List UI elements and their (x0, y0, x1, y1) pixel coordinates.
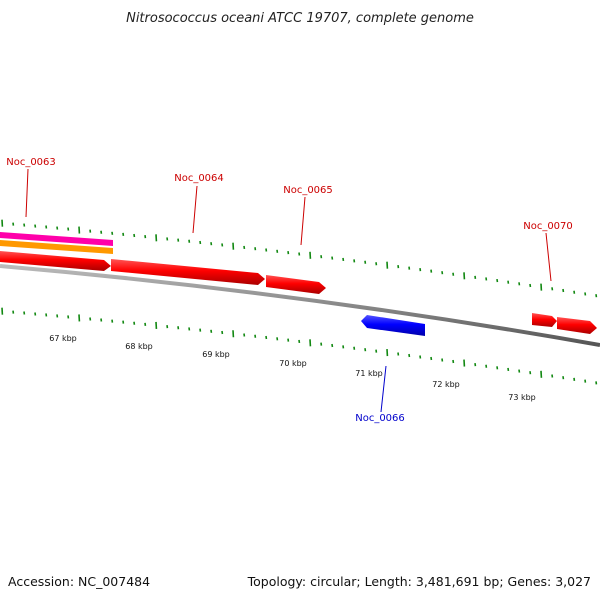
leader-Noc_0066 (380, 365, 387, 413)
gene-arrow-Noc_0065[interactable] (266, 275, 326, 294)
ruler-label: 69 kbp (202, 350, 230, 359)
gene-arrow-Noc_0070-a[interactable] (532, 313, 557, 327)
inner-tick-row (1, 307, 598, 385)
track-magenta (0, 232, 113, 246)
gene-labels: Noc_0063 Noc_0064 Noc_0065 Noc_0066 Noc_… (6, 157, 573, 424)
leader-Noc_0064 (192, 185, 198, 234)
gene-label-Noc_0065[interactable]: Noc_0065 (283, 185, 333, 196)
map-title: Nitrosococcus oceani ATCC 19707, complet… (126, 11, 474, 26)
ruler-labels: 67 kbp 68 kbp 69 kbp 70 kbp 71 kbp 72 kb… (49, 334, 536, 402)
ruler-label: 70 kbp (279, 359, 307, 368)
ruler-label: 67 kbp (49, 334, 77, 343)
accession-text: Accession: NC_007484 (8, 574, 150, 589)
gene-arrow-Noc_0070-b[interactable] (557, 317, 597, 334)
gene-arrow-Noc_0066[interactable] (361, 315, 425, 336)
gene-label-Noc_0070[interactable]: Noc_0070 (523, 221, 573, 232)
summary-text: Topology: circular; Length: 3,481,691 bp… (247, 574, 591, 589)
gene-arrow-Noc_0064[interactable] (111, 259, 265, 285)
ruler-label: 68 kbp (125, 342, 153, 351)
ruler-label: 72 kbp (432, 380, 460, 389)
gene-label-lines (25, 168, 552, 413)
ruler-label: 73 kbp (508, 393, 536, 402)
gene-label-Noc_0066[interactable]: Noc_0066 (355, 413, 405, 424)
gene-label-Noc_0063[interactable]: Noc_0063 (6, 157, 56, 168)
feature-tracks (0, 232, 113, 254)
outer-tick-row (1, 219, 598, 298)
genome-backbone (0, 264, 600, 347)
gene-arrows (0, 251, 597, 336)
gene-label-Noc_0064[interactable]: Noc_0064 (174, 173, 224, 184)
ruler-label: 71 kbp (355, 369, 383, 378)
gene-arrow-Noc_0063[interactable] (0, 251, 111, 271)
leader-Noc_0065 (300, 196, 306, 246)
leader-Noc_0070 (545, 232, 552, 282)
track-orange (0, 240, 113, 254)
leader-Noc_0063 (25, 168, 29, 218)
